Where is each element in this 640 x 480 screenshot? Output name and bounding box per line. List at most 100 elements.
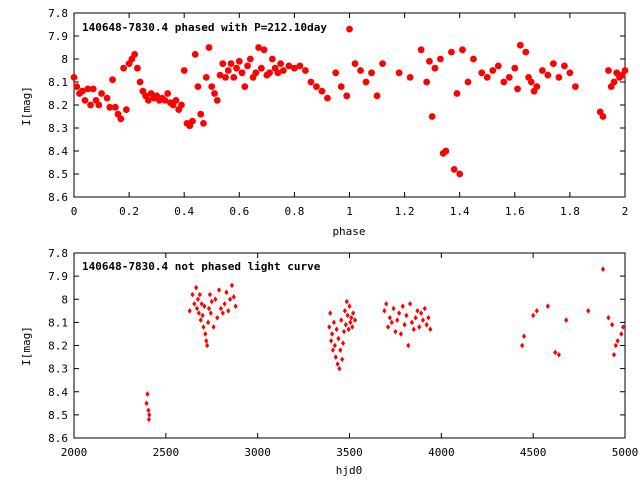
x-tick-label: 0.6 bbox=[229, 205, 249, 218]
data-point bbox=[146, 416, 152, 423]
data-point bbox=[329, 331, 335, 337]
data-point bbox=[213, 97, 221, 104]
data-point bbox=[318, 87, 326, 95]
data-point bbox=[347, 303, 352, 309]
x-tick-label: 5000 bbox=[612, 446, 639, 459]
data-point bbox=[343, 321, 348, 328]
data-point bbox=[84, 85, 92, 93]
data-point bbox=[147, 412, 152, 418]
y-tick-label: 8 bbox=[61, 53, 68, 66]
data-point bbox=[333, 354, 338, 360]
y-tick-label: 8.1 bbox=[48, 316, 68, 329]
data-point bbox=[350, 324, 355, 330]
data-point bbox=[351, 310, 356, 316]
data-point bbox=[423, 78, 431, 86]
data-point bbox=[197, 110, 205, 118]
data-point bbox=[413, 314, 418, 321]
data-point bbox=[224, 289, 229, 296]
data-point bbox=[211, 324, 216, 330]
data-point bbox=[395, 317, 400, 323]
data-point bbox=[428, 113, 436, 120]
data-point bbox=[556, 351, 561, 358]
data-point bbox=[538, 67, 546, 74]
data-point bbox=[610, 321, 615, 328]
data-point bbox=[419, 310, 424, 316]
data-point bbox=[453, 90, 461, 97]
data-point bbox=[133, 64, 141, 72]
data-point bbox=[505, 74, 513, 81]
data-point bbox=[478, 69, 486, 77]
data-point bbox=[285, 62, 293, 70]
y-tick-label: 8.3 bbox=[48, 122, 68, 135]
data-point bbox=[268, 55, 276, 63]
data-point bbox=[544, 71, 552, 79]
data-point bbox=[233, 64, 240, 72]
data-point bbox=[205, 44, 213, 51]
data-point bbox=[144, 97, 152, 104]
data-point bbox=[341, 328, 347, 335]
data-point bbox=[459, 46, 466, 54]
data-point bbox=[610, 78, 618, 86]
data-point bbox=[566, 69, 574, 77]
data-point bbox=[408, 301, 413, 307]
data-point bbox=[382, 308, 387, 314]
data-point bbox=[332, 342, 337, 349]
data-point bbox=[103, 94, 111, 102]
panel-title: 140648-7830.4 phased with P=212.10day bbox=[82, 21, 327, 34]
data-point bbox=[201, 324, 206, 330]
data-point bbox=[553, 349, 558, 356]
data-point bbox=[334, 326, 339, 333]
data-point bbox=[406, 74, 414, 81]
data-point bbox=[194, 284, 199, 291]
data-point bbox=[194, 83, 202, 90]
data-point bbox=[194, 305, 200, 312]
data-point bbox=[431, 64, 439, 72]
data-point bbox=[78, 87, 86, 95]
x-tick-label: 1.6 bbox=[505, 205, 525, 218]
x-tick-label: 4000 bbox=[428, 446, 455, 459]
data-point bbox=[231, 294, 236, 300]
data-point bbox=[213, 296, 218, 303]
y-tick-label: 7.9 bbox=[48, 30, 68, 43]
y-tick-label: 8.2 bbox=[48, 99, 68, 112]
data-point bbox=[346, 25, 353, 33]
data-point bbox=[396, 310, 402, 316]
data-point bbox=[209, 298, 214, 305]
data-point bbox=[307, 78, 315, 86]
data-point bbox=[411, 326, 416, 333]
data-point bbox=[255, 44, 262, 51]
data-point bbox=[331, 319, 336, 326]
data-point bbox=[344, 298, 349, 305]
data-point bbox=[340, 356, 345, 363]
data-point bbox=[586, 308, 591, 314]
data-point bbox=[342, 308, 348, 314]
data-point bbox=[207, 291, 213, 298]
y-tick-label: 8 bbox=[61, 293, 68, 306]
data-point bbox=[424, 321, 429, 328]
data-point bbox=[437, 55, 444, 63]
data-point bbox=[336, 335, 341, 342]
data-point bbox=[349, 314, 354, 321]
data-point bbox=[211, 90, 218, 97]
data-point bbox=[172, 97, 180, 104]
data-point bbox=[145, 391, 150, 397]
data-point bbox=[89, 85, 97, 93]
data-point bbox=[324, 94, 331, 102]
data-point bbox=[216, 287, 222, 293]
data-point bbox=[425, 57, 433, 65]
data-point bbox=[357, 67, 364, 74]
data-point bbox=[520, 342, 525, 349]
data-point bbox=[494, 62, 502, 70]
x-axis-title: phase bbox=[332, 225, 365, 238]
data-point bbox=[327, 324, 332, 330]
data-point bbox=[189, 117, 196, 125]
data-point bbox=[200, 120, 207, 127]
data-point bbox=[404, 312, 409, 319]
data-point bbox=[332, 69, 340, 77]
data-point bbox=[352, 317, 358, 323]
data-point bbox=[195, 296, 201, 303]
y-tick-label: 8.6 bbox=[48, 432, 68, 445]
data-point bbox=[222, 74, 229, 81]
data-point bbox=[224, 67, 232, 74]
